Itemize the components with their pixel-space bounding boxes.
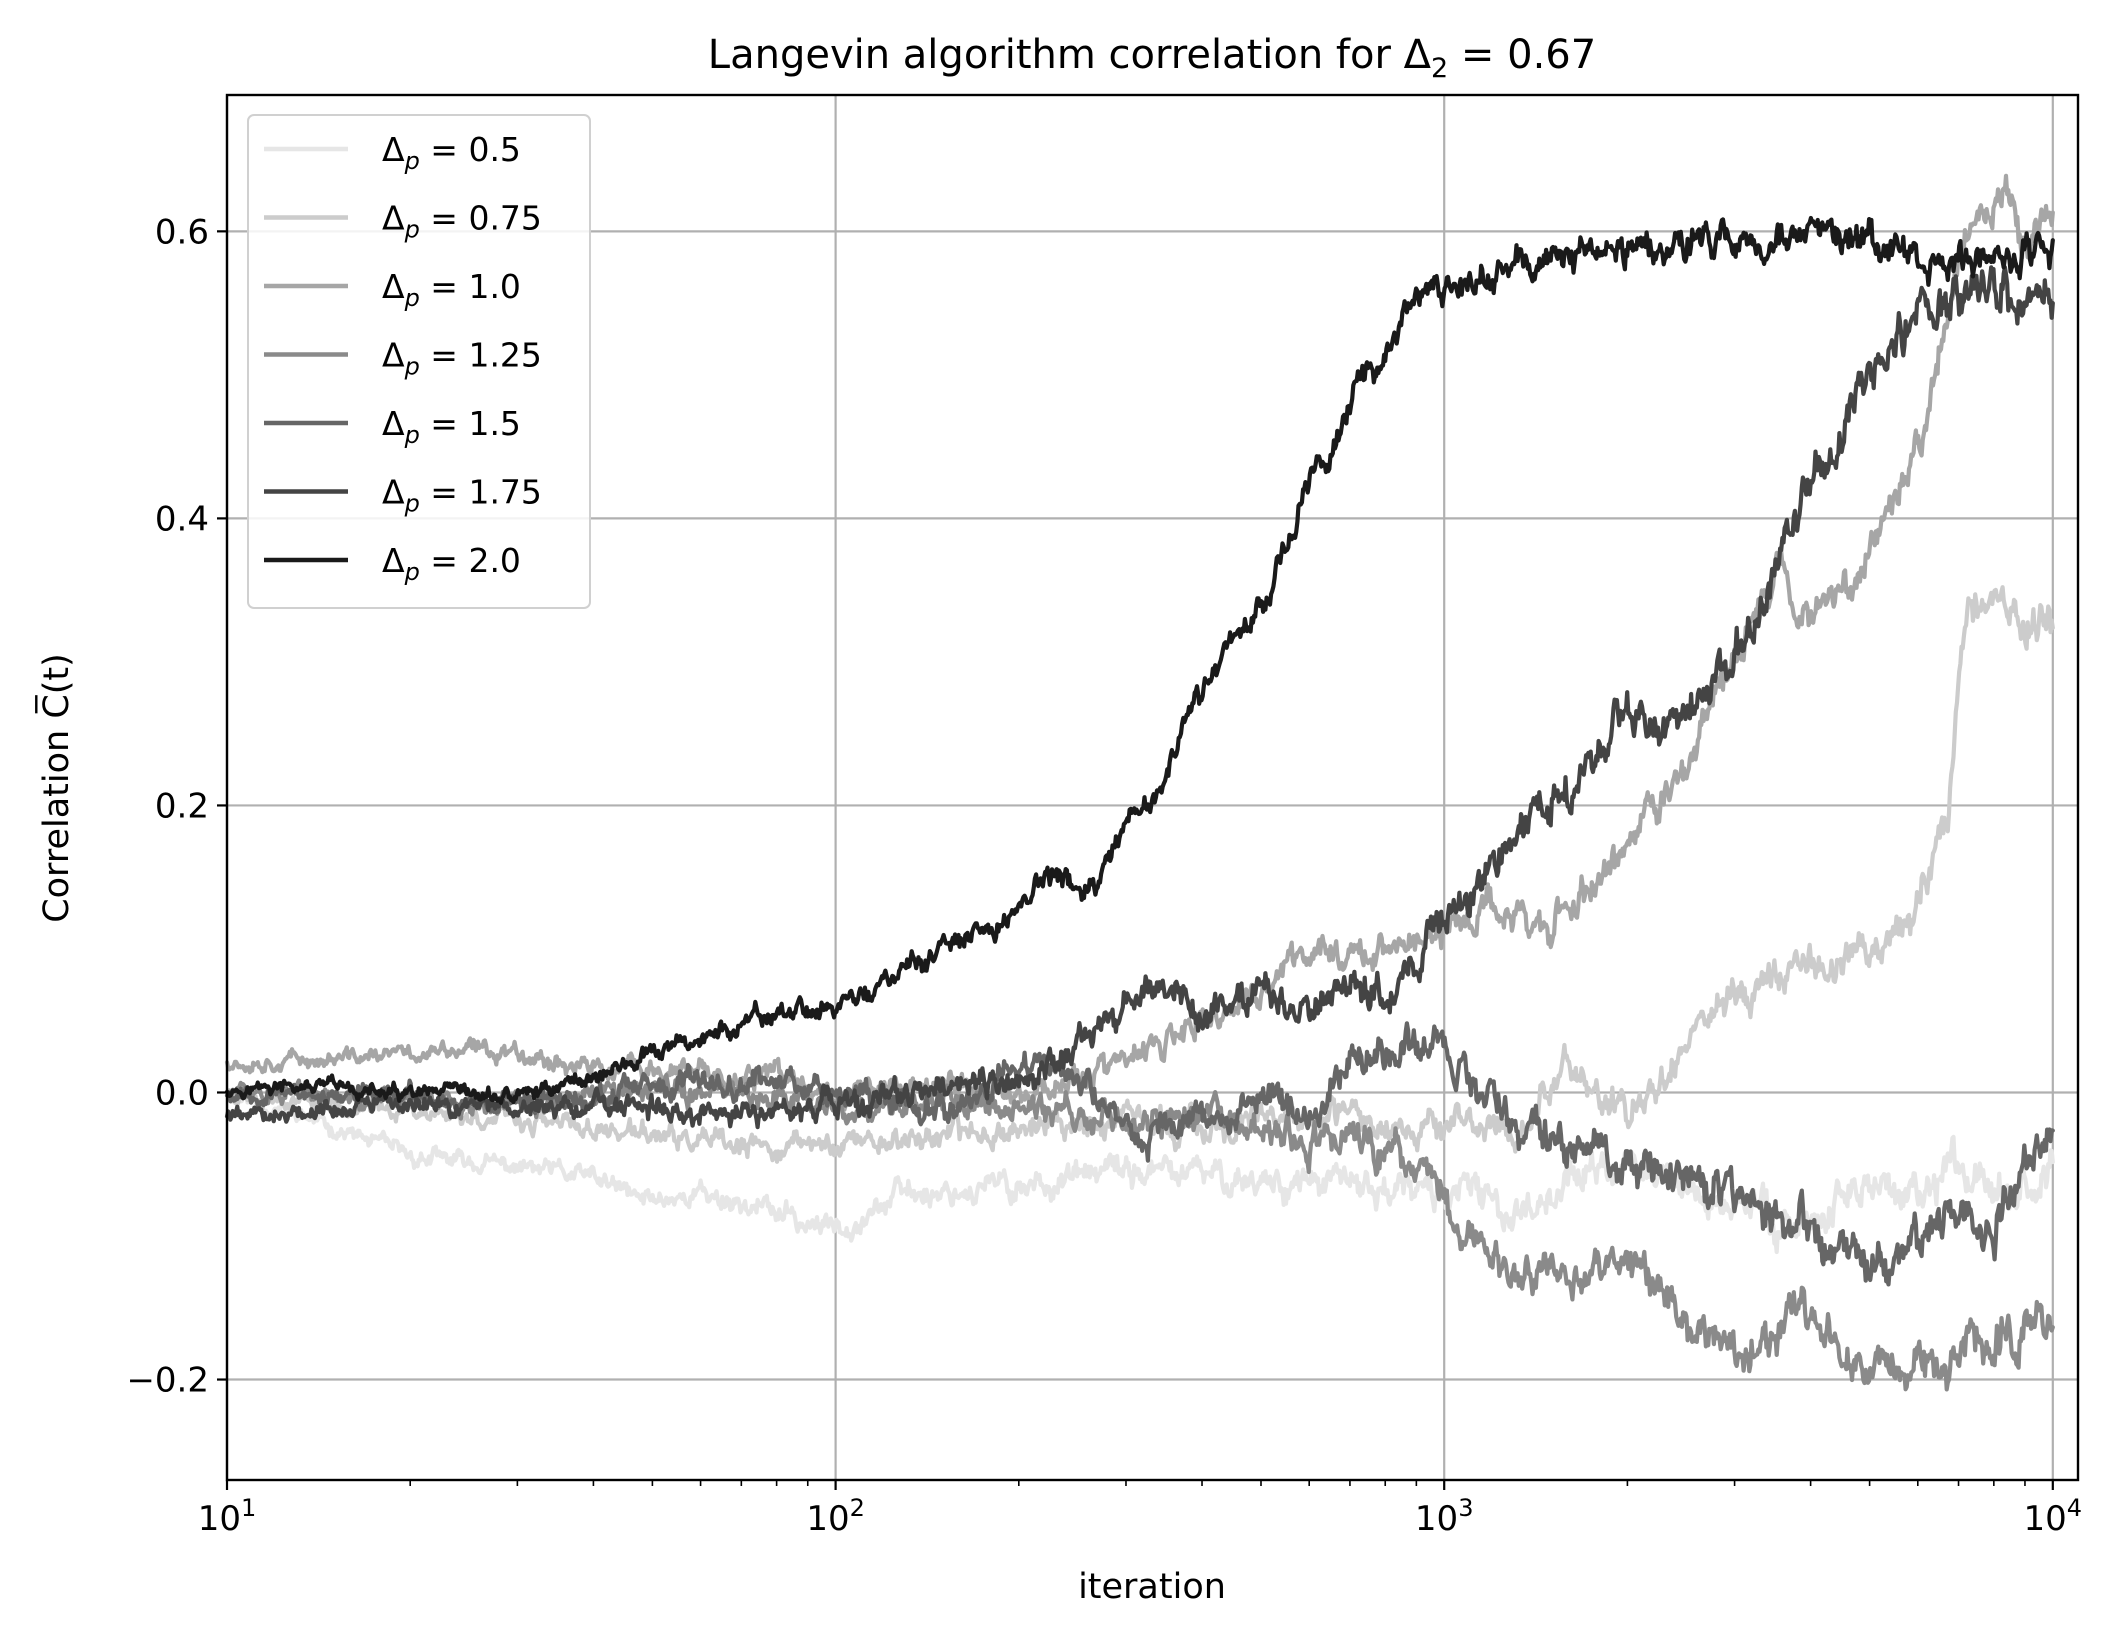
legend-label: Δp = 0.5 xyxy=(382,130,521,175)
y-tick-label: −0.2 xyxy=(126,1361,209,1401)
x-axis-label: iteration xyxy=(1078,1567,1226,1607)
y-tick-label: 0.4 xyxy=(155,499,209,539)
y-axis-label: Correlation C̅(t) xyxy=(35,653,77,923)
axis-ticks: 101 102 103 104 −0.2 0.0 0.2 0.4 0.6 xyxy=(126,212,2082,1539)
x-tick-label: 103 xyxy=(1415,1494,1474,1539)
legend-label: Δp = 1.75 xyxy=(382,473,542,518)
y-tick-label: 0.6 xyxy=(155,212,209,252)
series-line xyxy=(224,265,2055,1130)
legend-label: Δp = 1.25 xyxy=(382,336,542,381)
x-tick-label: 104 xyxy=(2024,1494,2083,1539)
x-tick-label: 101 xyxy=(198,1494,257,1539)
legend-box xyxy=(247,114,591,609)
x-tick-label: 102 xyxy=(806,1494,865,1539)
y-tick-label: 0.2 xyxy=(155,786,209,826)
series-lines xyxy=(224,173,2055,1392)
legend-label: Δp = 1.5 xyxy=(382,404,521,449)
y-tick-label: 0.0 xyxy=(155,1073,209,1113)
series-line xyxy=(224,585,2055,1164)
chart-title: Langevin algorithm correlation for Δ2 = … xyxy=(708,32,1596,84)
legend-label: Δp = 2.0 xyxy=(382,541,521,586)
legend: Δp = 0.5 Δp = 0.75 Δp = 1.0 Δp = 1.25 Δp = 1… xyxy=(247,114,591,609)
legend-label: Δp = 1.0 xyxy=(382,267,521,312)
series-line xyxy=(224,215,2055,1105)
series-line xyxy=(224,1090,2055,1255)
legend-label: Δp = 0.75 xyxy=(382,199,542,244)
plot-frame xyxy=(225,93,2080,1482)
